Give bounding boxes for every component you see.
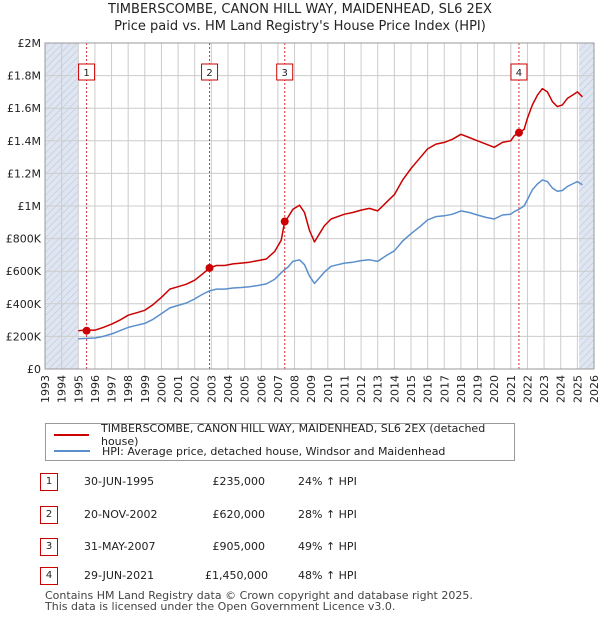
x-tick-label: 2021 <box>505 375 518 403</box>
x-tick-label: 2000 <box>155 375 168 403</box>
property-series-line <box>78 87 583 332</box>
x-tick-label: 2001 <box>172 375 185 403</box>
x-tick-label: 2019 <box>472 375 485 403</box>
x-tick-label: 2011 <box>338 375 351 403</box>
sale-label-3: 3 <box>282 68 288 79</box>
sale-label-box-4 <box>510 63 528 81</box>
y-tick-label: £600K <box>6 265 42 278</box>
chart-title-line2: Price paid vs. HM Land Registry's House … <box>114 19 486 34</box>
x-tick-label: 1998 <box>122 375 135 403</box>
x-tick-label: 2008 <box>289 375 302 403</box>
x-tick-label: 2024 <box>555 375 568 403</box>
x-tick-label: 2004 <box>222 375 235 403</box>
x-tick-label: 1999 <box>139 375 152 403</box>
x-tick-label: 2009 <box>305 375 318 403</box>
x-tick-label: 1997 <box>106 375 119 403</box>
y-tick-label: £800K <box>6 233 42 246</box>
x-tick-label: 1995 <box>72 375 85 403</box>
sale-point-3 <box>280 217 289 226</box>
x-tick-label: 2020 <box>488 375 501 403</box>
y-tick-label: £1.6M <box>7 102 41 115</box>
sale-hpi-change: 49% ↑ HPI <box>298 540 357 553</box>
x-tick-label: 2014 <box>388 375 401 403</box>
legend-swatch-property <box>54 434 89 436</box>
sale-price: £905,000 <box>212 540 266 553</box>
x-tick-label: 2015 <box>405 375 418 403</box>
sale-date: 30-JUN-1995 <box>84 475 155 488</box>
y-tick-label: £0 <box>27 363 41 376</box>
sale-price: £1,450,000 <box>205 569 268 582</box>
y-tick-label: £2M <box>18 37 42 50</box>
x-tick-label: 2025 <box>571 375 584 403</box>
sale-number-badge: 1 <box>40 473 58 491</box>
x-tick-label: 2010 <box>322 375 335 403</box>
hpi-series-line <box>78 179 583 340</box>
x-tick-label: 2005 <box>239 375 252 403</box>
x-tick-label: 2007 <box>272 375 285 403</box>
x-tick-label: 2002 <box>189 375 202 403</box>
y-tick-label: £200K <box>6 330 42 343</box>
sale-hpi-change: 48% ↑ HPI <box>298 569 357 582</box>
sale-number-badge: 2 <box>40 506 58 524</box>
x-tick-label: 1993 <box>39 375 52 403</box>
x-tick-label: 2013 <box>372 375 385 403</box>
x-tick-label: 1996 <box>89 375 102 403</box>
x-tick-label: 2017 <box>438 375 451 403</box>
y-tick-label: £400K <box>6 298 42 311</box>
sale-point-2 <box>205 263 214 272</box>
sale-hpi-change: 24% ↑ HPI <box>298 475 357 488</box>
sale-label-box-2 <box>201 63 219 81</box>
legend-swatch-hpi <box>54 450 90 452</box>
x-tick-label: 2003 <box>205 375 218 403</box>
legend-label-property: TIMBERSCOMBE, CANON HILL WAY, MAIDENHEAD… <box>100 422 486 448</box>
y-tick-label: £1.8M <box>7 70 41 83</box>
x-tick-label: 2022 <box>521 375 534 403</box>
y-tick-label: £1M <box>18 200 42 213</box>
x-tick-label: 2023 <box>538 375 551 403</box>
legend-item-hpi: HPI: Average price, detached house, Wind… <box>54 443 445 459</box>
y-tick-label: £1.4M <box>7 135 41 148</box>
footer-licence: This data is licensed under the Open Gov… <box>45 600 396 613</box>
sale-date: 20-NOV-2002 <box>84 508 158 521</box>
x-tick-label: 1994 <box>56 375 69 403</box>
legend-label-hpi: HPI: Average price, detached house, Wind… <box>102 444 446 458</box>
sale-point-4 <box>514 128 523 137</box>
x-tick-label: 2016 <box>422 375 435 403</box>
sale-label-2: 2 <box>206 68 212 79</box>
y-tick-label: £1.2M <box>7 167 41 180</box>
chart-title-line1: TIMBERSCOMBE, CANON HILL WAY, MAIDENHEAD… <box>108 2 492 17</box>
legend-item-property: TIMBERSCOMBE, CANON HILL WAY, MAIDENHEAD… <box>54 422 514 448</box>
plot-frame <box>44 42 595 370</box>
sale-number-badge: 3 <box>40 538 58 556</box>
sale-hpi-change: 28% ↑ HPI <box>298 508 357 521</box>
chart-legend: TIMBERSCOMBE, CANON HILL WAY, MAIDENHEAD… <box>45 422 515 461</box>
sale-number-badge: 4 <box>40 567 58 585</box>
footer-copyright: Contains HM Land Registry data © Crown c… <box>45 589 473 602</box>
sale-label-box-1 <box>78 63 96 81</box>
sale-date: 29-JUN-2021 <box>84 569 155 582</box>
x-tick-label: 2006 <box>255 375 268 403</box>
sale-point-1 <box>82 326 91 335</box>
price-chart: £0 £200K £400K £600K £800K £1M £1.2M £1.4M £1.6M… <box>6 37 600 403</box>
sale-label-4: 4 <box>516 68 522 79</box>
x-tick-label: 2012 <box>355 375 368 403</box>
x-tick-label: 2026 <box>588 375 600 403</box>
sale-price: £620,000 <box>212 508 266 521</box>
sale-price: £235,000 <box>212 475 266 488</box>
sale-date: 31-MAY-2007 <box>84 540 156 553</box>
sale-label-box-3 <box>276 63 294 81</box>
sale-label-1: 1 <box>83 68 89 79</box>
x-tick-label: 2018 <box>455 375 468 403</box>
